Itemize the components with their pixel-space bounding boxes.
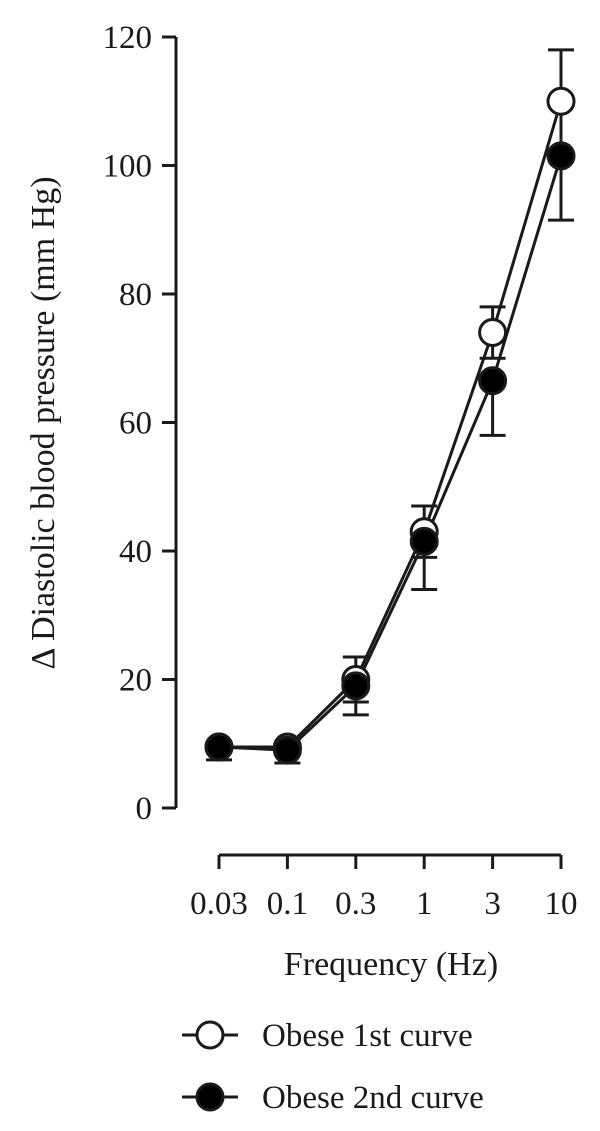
x-tick-label: 10 bbox=[545, 886, 578, 922]
data-point-series-2 bbox=[478, 366, 508, 396]
y-tick-label: 0 bbox=[136, 791, 153, 827]
legend-marker bbox=[195, 1082, 225, 1112]
legend: Obese 1st curve Obese 2nd curve bbox=[182, 1018, 484, 1116]
x-tick-label: 0.03 bbox=[190, 886, 248, 922]
data-point-series-2 bbox=[204, 732, 234, 762]
y-tick-label: 100 bbox=[103, 149, 153, 185]
data-point-series-2 bbox=[272, 735, 302, 765]
x-tick-label: 0.1 bbox=[267, 886, 308, 922]
y-tick-label: 60 bbox=[119, 406, 152, 442]
y-tick-label: 40 bbox=[119, 534, 152, 570]
data-point-series-2 bbox=[546, 141, 576, 171]
x-tick-label: 3 bbox=[484, 886, 501, 922]
series-line-1 bbox=[219, 100, 563, 749]
y-axis-title: Δ Diastolic blood pressure (mm Hg) bbox=[25, 176, 62, 669]
legend-label: Obese 2nd curve bbox=[262, 1080, 484, 1116]
y-tick-label: 80 bbox=[119, 277, 152, 313]
legend-marker bbox=[195, 1020, 225, 1050]
data-point-series-1 bbox=[546, 86, 576, 116]
y-tick-label: 120 bbox=[103, 20, 153, 56]
data-point-series-2 bbox=[341, 671, 371, 701]
series-layer bbox=[204, 48, 576, 765]
x-axis-title: Frequency (Hz) bbox=[284, 946, 498, 983]
y-ticks: 0 20 40 60 80 100 120 bbox=[103, 20, 176, 827]
x-tick-label: 0.3 bbox=[335, 886, 376, 922]
y-tick-label: 20 bbox=[119, 663, 152, 699]
axes: 0 20 40 60 80 100 120 0.03 0.1 0.3 1 3 10 bbox=[103, 20, 578, 922]
series-line-2 bbox=[218, 155, 563, 752]
x-tick-label: 1 bbox=[416, 886, 433, 922]
x-ticks: 0.03 0.1 0.3 1 3 10 bbox=[190, 855, 578, 922]
data-point-series-2 bbox=[409, 526, 439, 556]
legend-label: Obese 1st curve bbox=[262, 1018, 473, 1054]
data-point-series-1 bbox=[478, 318, 508, 348]
